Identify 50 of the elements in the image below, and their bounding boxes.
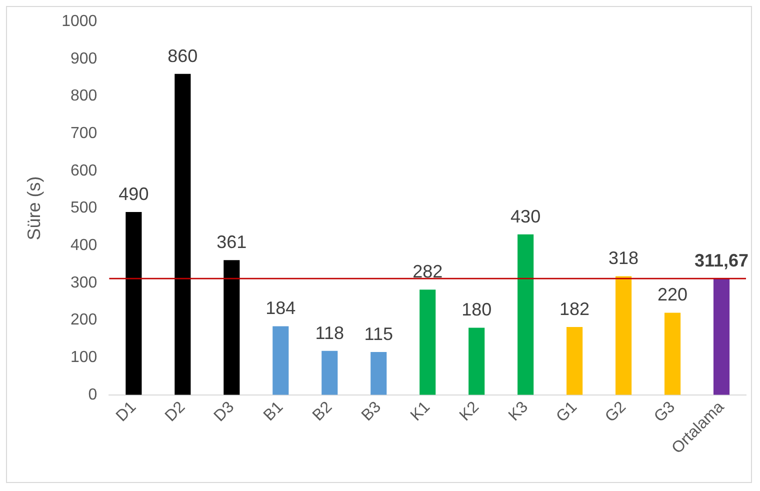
y-tick-label: 1000	[62, 13, 98, 30]
x-tick-label: D1	[113, 398, 140, 426]
y-axis-title: Süre (s)	[24, 176, 44, 240]
bar	[713, 278, 730, 395]
y-tick-label: 100	[70, 348, 98, 366]
x-tick-label: B2	[310, 398, 336, 424]
y-tick-label: 500	[70, 200, 98, 217]
bar	[174, 74, 191, 395]
data-label: 184	[266, 298, 296, 318]
data-label: 182	[560, 298, 590, 319]
bar	[468, 328, 485, 395]
bar	[420, 290, 436, 395]
bar	[518, 234, 534, 395]
data-label: 180	[462, 300, 492, 320]
x-tick-label: G2	[602, 398, 630, 426]
data-label: 118	[315, 322, 344, 343]
bar	[664, 312, 681, 395]
data-label: 318	[608, 248, 639, 268]
data-label: 282	[412, 262, 443, 282]
y-tick-label: 900	[70, 50, 98, 68]
y-tick-label: 300	[70, 274, 98, 292]
y-tick-label: 400	[70, 236, 98, 254]
data-label: 430	[510, 206, 541, 226]
x-tick-label: B3	[358, 398, 385, 424]
x-tick-label: D3	[211, 398, 238, 426]
data-label: 490	[118, 184, 149, 204]
y-tick-label: 200	[70, 312, 98, 329]
y-tick-label: 700	[70, 124, 98, 142]
x-tick-label: K3	[506, 398, 532, 424]
x-tick-label: G3	[651, 398, 679, 426]
data-label: 311,67	[694, 250, 749, 271]
data-label: 220	[658, 284, 688, 305]
x-tick-label: K2	[456, 398, 483, 424]
bar	[126, 212, 142, 395]
bar	[224, 260, 240, 395]
bar	[566, 326, 583, 395]
bar	[272, 326, 289, 395]
y-tick-label: 800	[70, 88, 98, 105]
bar	[370, 352, 387, 395]
data-label: 860	[168, 46, 198, 66]
x-tick-label: D2	[162, 398, 189, 426]
x-tick-label: K1	[408, 398, 434, 424]
x-tick-label: B1	[260, 398, 287, 424]
data-label: 361	[216, 232, 247, 252]
y-tick-label: 0	[88, 386, 98, 404]
bar	[616, 276, 632, 395]
y-tick-label: 600	[70, 162, 98, 180]
bar	[322, 350, 338, 395]
data-label: 115	[364, 324, 393, 344]
x-tick-label: G1	[553, 398, 581, 426]
